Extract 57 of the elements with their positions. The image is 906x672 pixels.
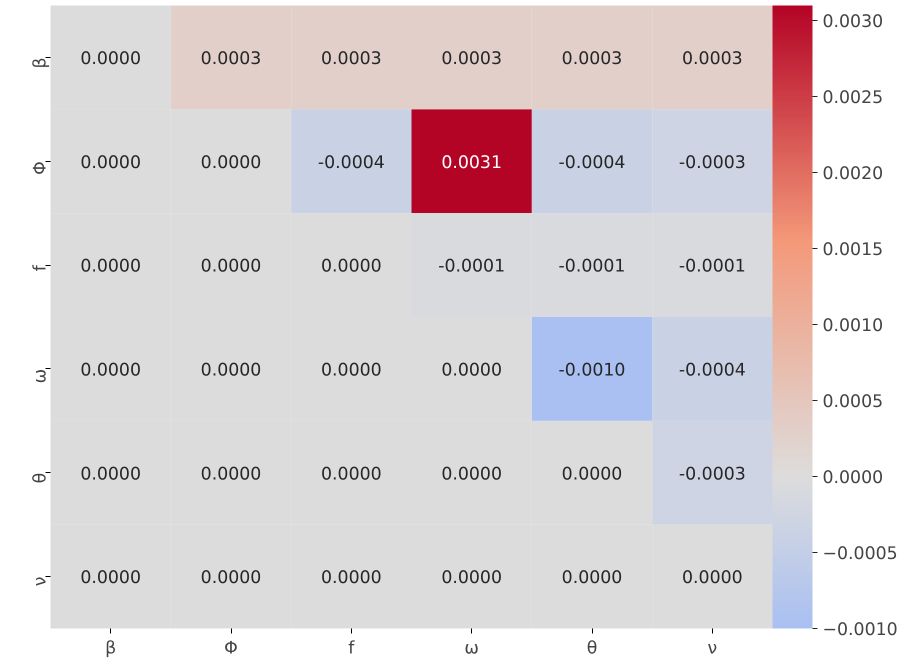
y-tick-label: θ xyxy=(30,472,50,484)
color-bar-label: 0.0020 xyxy=(822,164,884,184)
data-label: 0.0031 xyxy=(441,152,502,173)
x-tick-label: β xyxy=(105,638,116,658)
data-label: 0.0000 xyxy=(200,360,262,380)
data-label: 0.0000 xyxy=(200,568,262,588)
y-tick-label: f xyxy=(30,264,50,272)
data-label: 0.0000 xyxy=(562,464,622,484)
x-tick-label: Φ xyxy=(224,638,238,658)
data-label: -0.0001 xyxy=(678,256,746,277)
x-tick-label: ν xyxy=(707,638,718,658)
data-label: -0.0001 xyxy=(558,256,626,277)
data-label: -0.0004 xyxy=(678,360,746,380)
color-bar-label: −0.0010 xyxy=(822,620,898,640)
data-label: -0.0003 xyxy=(678,464,746,484)
y-tick-label: β xyxy=(30,57,50,68)
color-bar-label: 0.0030 xyxy=(822,12,884,32)
data-label: 0.0000 xyxy=(321,360,382,380)
data-label: 0.0003 xyxy=(441,48,502,69)
data-label: -0.0010 xyxy=(558,360,626,380)
data-label: 0.0000 xyxy=(80,48,141,69)
color-bar-label: −0.0005 xyxy=(822,544,898,564)
x-tick-label: ω xyxy=(464,638,479,658)
color-bar-label: 0.0005 xyxy=(822,392,884,412)
x-tick-label: f xyxy=(348,638,356,658)
color-bar-label: 0.0025 xyxy=(822,88,884,108)
data-label: -0.0003 xyxy=(678,152,746,173)
data-label: 0.0000 xyxy=(200,464,262,484)
color-bar-label: 0.0015 xyxy=(822,240,884,260)
data-label: 0.0000 xyxy=(80,256,141,277)
data-label: 0.0000 xyxy=(80,360,141,380)
data-label: 0.0003 xyxy=(562,48,622,69)
y-tick-label: ω xyxy=(30,368,50,384)
data-label: 0.0000 xyxy=(200,256,262,277)
data-label: -0.0004 xyxy=(558,152,626,173)
color-bar-label: 0.0010 xyxy=(822,316,884,336)
data-label: 0.0000 xyxy=(321,568,382,588)
data-label: -0.0004 xyxy=(318,152,385,173)
data-label: 0.0000 xyxy=(80,568,141,588)
data-label: 0.0000 xyxy=(441,464,502,484)
data-label: -0.0001 xyxy=(438,256,506,277)
data-label: 0.0000 xyxy=(562,568,622,588)
data-label: 0.0000 xyxy=(80,464,141,484)
y-tick-label: ν xyxy=(30,576,50,586)
data-label: 0.0003 xyxy=(682,48,743,69)
data-label: 0.0003 xyxy=(321,48,382,69)
data-label: 0.0003 xyxy=(200,48,262,69)
y-tick-label: Φ xyxy=(30,161,50,175)
color-bar-label: 0.0000 xyxy=(822,468,884,488)
data-label: 0.0000 xyxy=(441,360,502,380)
x-tick-label: θ xyxy=(586,638,598,658)
data-label: 0.0000 xyxy=(321,464,382,484)
data-label: 0.0000 xyxy=(682,568,743,588)
data-label: 0.0000 xyxy=(441,568,502,588)
data-label: 0.0000 xyxy=(321,256,382,277)
data-label: 0.0000 xyxy=(80,152,141,173)
data-label: 0.0000 xyxy=(200,152,262,173)
